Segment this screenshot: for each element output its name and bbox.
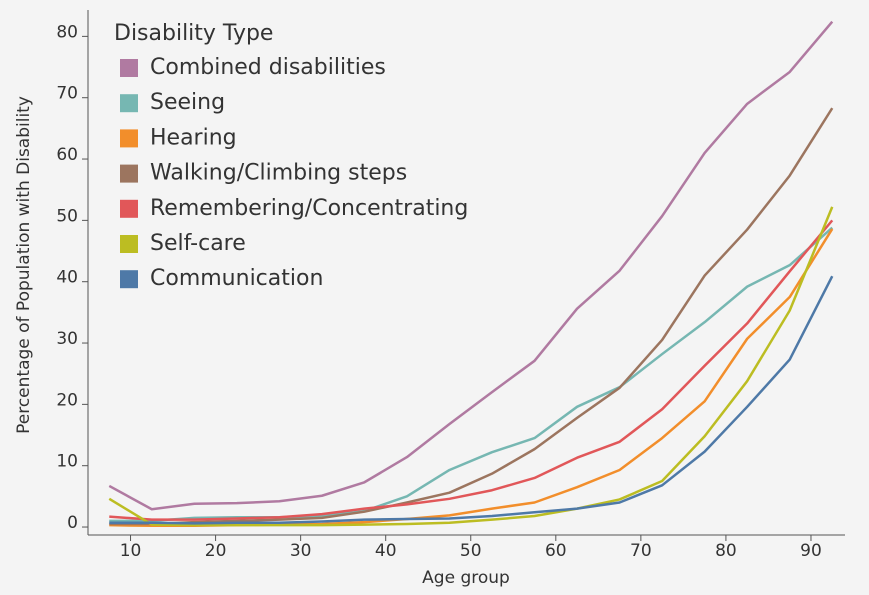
y-tick-label: 80 bbox=[56, 22, 78, 42]
legend-label: Communication bbox=[150, 266, 323, 291]
x-tick-label: 60 bbox=[545, 541, 567, 561]
legend-label: Seeing bbox=[150, 90, 225, 115]
legend-title: Disability Type bbox=[114, 21, 273, 46]
legend-swatch bbox=[120, 59, 138, 77]
x-axis-title: Age group bbox=[422, 568, 510, 588]
series-line bbox=[109, 275, 834, 525]
series-line bbox=[108, 20, 834, 511]
legend-label: Remembering/Concentrating bbox=[150, 196, 468, 221]
y-axis-title: Percentage of Population with Disability bbox=[14, 96, 34, 434]
legend-swatch bbox=[120, 199, 138, 218]
legend-label: Walking/Climbing steps bbox=[150, 161, 407, 186]
x-tick-label: 20 bbox=[205, 541, 227, 561]
series-line bbox=[109, 219, 834, 521]
y-tick-label: 60 bbox=[56, 145, 78, 165]
legend-swatch bbox=[120, 164, 138, 183]
x-tick-label: 70 bbox=[630, 541, 652, 561]
series-line bbox=[109, 226, 834, 523]
legend-swatch bbox=[120, 129, 138, 148]
y-tick-label: 20 bbox=[56, 390, 78, 410]
x-tick-label: 80 bbox=[715, 541, 737, 561]
legend-swatch bbox=[120, 94, 138, 113]
x-tick-label: 10 bbox=[120, 541, 142, 561]
y-tick-label: 10 bbox=[56, 452, 78, 472]
legend-label: Hearing bbox=[150, 125, 237, 150]
y-tick-label: 50 bbox=[56, 206, 78, 226]
x-tick-label: 50 bbox=[460, 541, 482, 561]
series-line bbox=[108, 206, 834, 527]
series-line bbox=[109, 107, 834, 526]
legend-label: Combined disabilities bbox=[150, 55, 386, 80]
y-tick-label: 70 bbox=[56, 84, 78, 104]
y-tick-label: 40 bbox=[56, 268, 78, 288]
x-tick-label: 30 bbox=[290, 541, 312, 561]
legend-swatch bbox=[120, 270, 138, 289]
legend-swatch bbox=[120, 235, 138, 253]
y-tick-label: 0 bbox=[67, 513, 78, 533]
x-tick-label: 40 bbox=[375, 541, 397, 561]
x-tick-label: 90 bbox=[800, 541, 822, 561]
legend-label: Self-care bbox=[150, 231, 246, 256]
y-tick-label: 30 bbox=[56, 329, 78, 349]
